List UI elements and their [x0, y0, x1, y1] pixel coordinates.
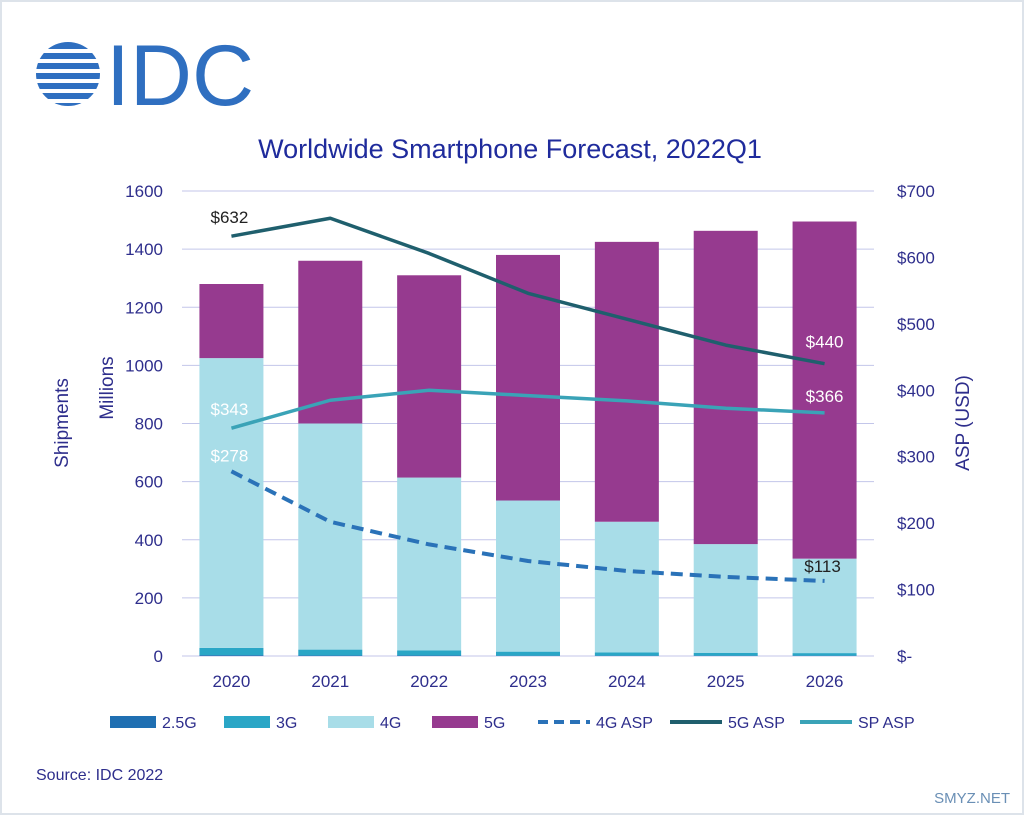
bar-2-5g-2020 [199, 655, 264, 656]
x-tick-label: 2025 [707, 672, 745, 691]
y-left-tick-label: 200 [135, 589, 163, 608]
watermark: SMYZ.NET [934, 790, 1010, 807]
bar-5g-2025 [693, 230, 758, 545]
line-5g-asp [231, 216, 825, 366]
legend-item-5g-asp: 5G ASP [670, 715, 785, 732]
legend-label: 5G [484, 715, 505, 732]
svg-text:IDC: IDC [106, 28, 254, 124]
bar-3g-2022 [397, 650, 462, 656]
data-label-5g-asp: $440 [806, 333, 844, 352]
legend-item-5g: 5G [432, 715, 505, 732]
y-left-tick-label: 1000 [125, 356, 163, 375]
legend-swatch [224, 716, 270, 728]
y-left-tick-label: 400 [135, 531, 163, 550]
line-sp-asp [230, 388, 825, 430]
legend-label: 4G [380, 715, 401, 732]
axes: 0 200 400 600 800 1000 1200 1400 1600 $- $100 $200 $… [125, 182, 935, 691]
legend-label: 5G ASP [728, 715, 785, 732]
bar-3g-2026 [792, 653, 857, 656]
y-right-label: ASP (USD) [953, 375, 974, 471]
bar-3g-2023 [496, 651, 560, 656]
legend-swatch [110, 716, 156, 728]
legend-label: 3G [276, 715, 297, 732]
x-tick-label: 2020 [213, 672, 251, 691]
x-tick-label: 2022 [410, 672, 448, 691]
legend-item-sp-asp: SP ASP [800, 715, 915, 732]
legend-swatch [432, 716, 478, 728]
x-tick-label: 2021 [311, 672, 349, 691]
y-left-label-millions: Millions [97, 356, 118, 419]
bar-5g-2022 [397, 275, 462, 478]
x-tick-label: 2023 [509, 672, 547, 691]
idc-logo: IDC [30, 28, 254, 124]
legend-label: 4G ASP [596, 715, 653, 732]
data-label-5g-asp: $632 [211, 208, 249, 227]
bar-3g-2020 [199, 647, 264, 656]
bar-2-5g-2022 [397, 655, 462, 656]
y-right-tick-label: $500 [897, 315, 935, 334]
legend: 2.5G 3G 4G 5G 4G ASP 5G ASP SP ASP [110, 715, 915, 732]
x-tick-label: 2024 [608, 672, 646, 691]
legend-item-2-5g: 2.5G [110, 715, 197, 732]
data-label-4g-asp: $278 [211, 446, 249, 465]
bar-3g-2021 [298, 649, 363, 656]
legend-label: 2.5G [162, 715, 197, 732]
bar-5g-2023 [496, 254, 560, 501]
bar-5g-2024 [594, 241, 659, 522]
y-left-label-shipments: Shipments [52, 378, 73, 468]
data-label-4g-asp: $113 [804, 557, 841, 576]
legend-item-4g-asp: 4G ASP [538, 715, 653, 732]
bar-3g-2025 [693, 652, 758, 656]
bar-3g-2024 [594, 652, 659, 656]
bar-2-5g-2021 [298, 655, 363, 656]
x-tick-label: 2026 [806, 672, 844, 691]
bar-4g-2021 [298, 423, 363, 650]
asp-lines [230, 216, 825, 583]
legend-swatch [328, 716, 374, 728]
bar-4g-2020 [199, 358, 264, 648]
bars [199, 221, 857, 656]
bar-4g-2022 [397, 477, 462, 651]
data-label-sp-asp: $343 [211, 400, 249, 419]
data-labels: $632 $343 $278 $440 $366 $113 [211, 208, 844, 576]
y-right-tick-label: $200 [897, 514, 935, 533]
legend-item-3g: 3G [224, 715, 297, 732]
y-right-tick-label: $700 [897, 182, 935, 201]
y-left-tick-label: 0 [154, 647, 163, 666]
legend-label: SP ASP [858, 715, 915, 732]
y-right-tick-label: $100 [897, 581, 935, 600]
y-left-tick-label: 1200 [125, 298, 163, 317]
y-left-tick-label: 1400 [125, 240, 163, 259]
source-note: Source: IDC 2022 [36, 767, 163, 784]
bar-5g-2026 [792, 221, 857, 559]
line-4g-asp [230, 469, 825, 583]
bar-4g-2026 [792, 558, 857, 654]
legend-item-4g: 4G [328, 715, 401, 732]
y-left-tick-label: 800 [135, 415, 163, 434]
y-left-tick-label: 1600 [125, 182, 163, 201]
y-right-tick-label: $400 [897, 381, 935, 400]
bar-4g-2023 [496, 500, 560, 652]
bar-4g-2024 [594, 521, 659, 653]
data-label-sp-asp: $366 [806, 387, 844, 406]
bar-4g-2025 [693, 544, 758, 653]
y-left-tick-label: 600 [135, 473, 163, 492]
y-right-tick-label: $600 [897, 248, 935, 267]
chart-title: Worldwide Smartphone Forecast, 2022Q1 [258, 134, 762, 164]
y-right-tick-label: $- [897, 647, 912, 666]
y-right-tick-label: $300 [897, 448, 935, 467]
bar-5g-2020 [199, 284, 264, 359]
